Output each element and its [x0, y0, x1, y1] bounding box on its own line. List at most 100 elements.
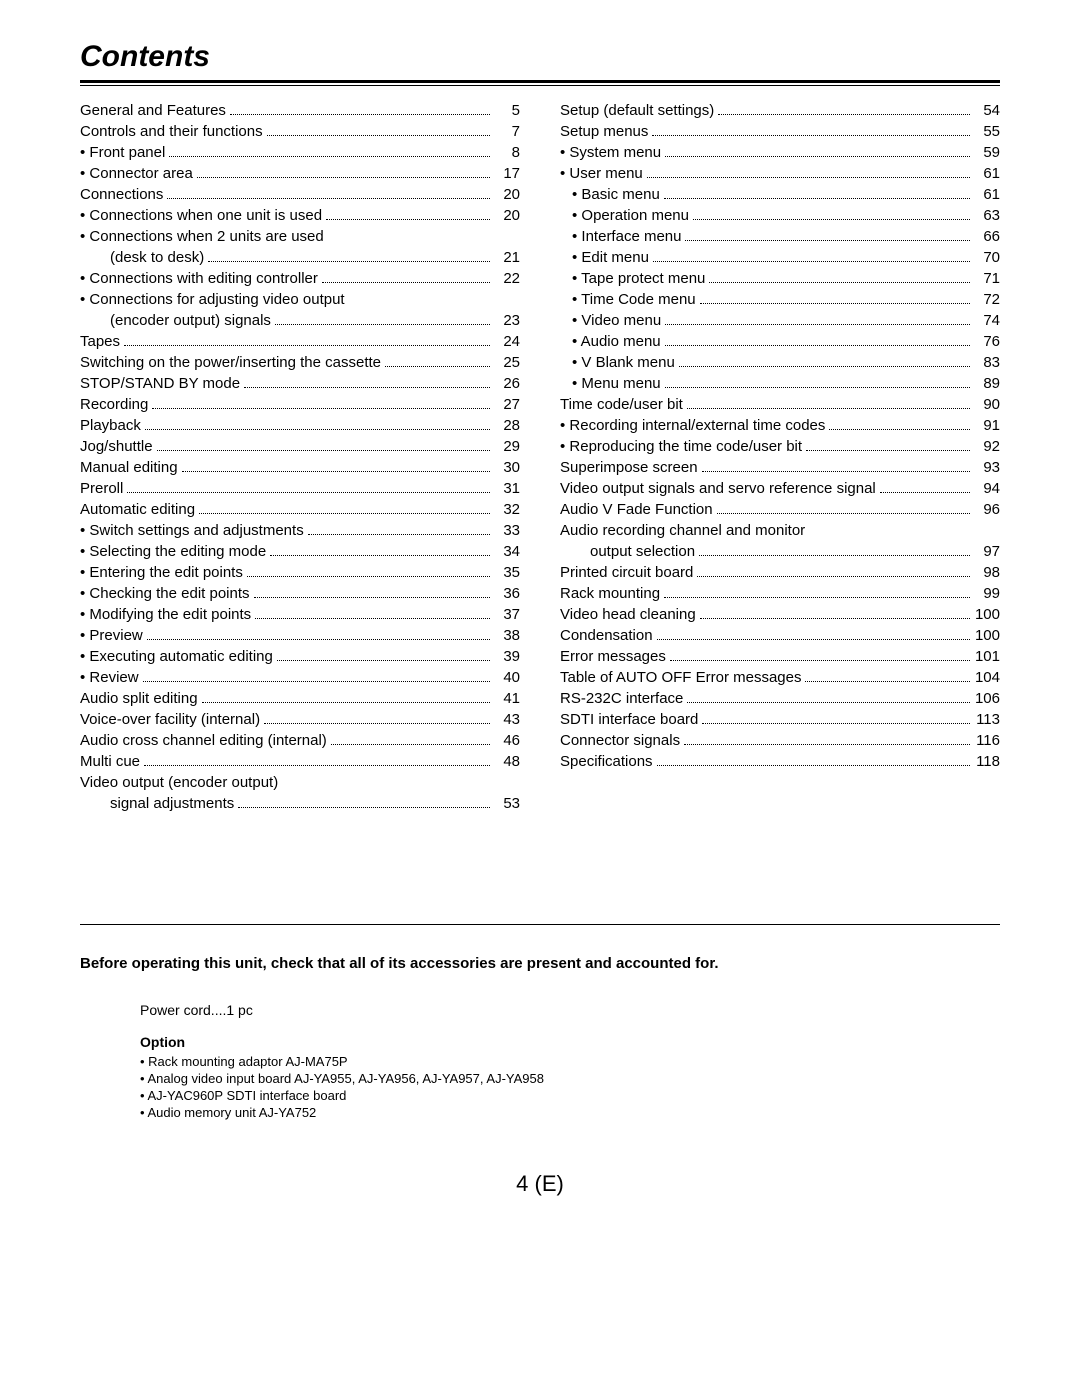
toc-label: • V Blank menu: [572, 352, 675, 373]
toc-entry: Printed circuit board98: [560, 562, 1000, 583]
toc-leader: [653, 261, 970, 262]
toc-label: • Review: [80, 667, 139, 688]
toc-leader: [687, 702, 970, 703]
toc-label: (encoder output) signals: [110, 310, 271, 331]
toc-entry: output selection97: [560, 541, 1000, 562]
toc-page: 63: [974, 205, 1000, 226]
toc-entry: Switching on the power/inserting the cas…: [80, 352, 520, 373]
toc-columns: General and Features5Controls and their …: [80, 100, 1000, 814]
toc-label: • Tape protect menu: [572, 268, 705, 289]
toc-page: 48: [494, 751, 520, 772]
toc-page: 90: [974, 394, 1000, 415]
toc-entry: STOP/STAND BY mode26: [80, 373, 520, 394]
toc-leader: [145, 429, 490, 430]
toc-label: Tapes: [80, 331, 120, 352]
toc-page: 53: [494, 793, 520, 814]
toc-page: 76: [974, 331, 1000, 352]
toc-leader: [182, 471, 490, 472]
toc-entry: Condensation100: [560, 625, 1000, 646]
toc-label: Rack mounting: [560, 583, 660, 604]
toc-page: 70: [974, 247, 1000, 268]
toc-page: 83: [974, 352, 1000, 373]
toc-label: Specifications: [560, 751, 653, 772]
toc-entry: Superimpose screen93: [560, 457, 1000, 478]
toc-label: Manual editing: [80, 457, 178, 478]
toc-page: 96: [974, 499, 1000, 520]
option-list: • Rack mounting adaptor AJ-MA75P • Analog…: [140, 1054, 1000, 1120]
toc-label: • System menu: [560, 142, 661, 163]
toc-leader: [652, 135, 970, 136]
toc-entry: Video head cleaning100: [560, 604, 1000, 625]
toc-leader: [665, 324, 970, 325]
toc-entry: Connections20: [80, 184, 520, 205]
toc-leader: [230, 114, 490, 115]
option-title: Option: [140, 1034, 1000, 1050]
toc-entry: Audio V Fade Function96: [560, 499, 1000, 520]
toc-leader: [244, 387, 490, 388]
toc-page: 36: [494, 583, 520, 604]
toc-entry: Preroll31: [80, 478, 520, 499]
toc-entry: Multi cue 48: [80, 751, 520, 772]
toc-leader: [697, 576, 970, 577]
toc-page: 39: [494, 646, 520, 667]
toc-label: • Operation menu: [572, 205, 689, 226]
toc-label: Multi cue: [80, 751, 140, 772]
toc-label: Automatic editing: [80, 499, 195, 520]
toc-leader: [147, 639, 490, 640]
toc-leader: [254, 597, 490, 598]
toc-entry: • Connections when one unit is used20: [80, 205, 520, 226]
toc-leader: [208, 261, 490, 262]
toc-leader: [199, 513, 490, 514]
toc-leader: [277, 660, 490, 661]
toc-entry: • Audio menu76: [560, 331, 1000, 352]
toc-leader: [202, 702, 490, 703]
toc-label: Audio split editing: [80, 688, 198, 709]
toc-page: 30: [494, 457, 520, 478]
toc-leader: [709, 282, 970, 283]
toc-label: Table of AUTO OFF Error messages: [560, 667, 801, 688]
toc-leader: [264, 723, 490, 724]
title-rule-thick: [80, 80, 1000, 83]
accessories-notice: Before operating this unit, check that a…: [80, 955, 1000, 972]
toc-label: signal adjustments: [110, 793, 234, 814]
toc-leader: [167, 198, 490, 199]
option-item: • AJ-YAC960P SDTI interface board: [140, 1088, 1000, 1103]
toc-page: 27: [494, 394, 520, 415]
toc-leader: [326, 219, 490, 220]
toc-page: 100: [974, 625, 1000, 646]
toc-leader: [322, 282, 490, 283]
toc-page: 17: [494, 163, 520, 184]
toc-page: 40: [494, 667, 520, 688]
toc-entry: Controls and their functions7: [80, 121, 520, 142]
toc-leader: [169, 156, 490, 157]
toc-page: 7: [494, 121, 520, 142]
toc-label: Printed circuit board: [560, 562, 693, 583]
toc-label: • Executing automatic editing: [80, 646, 273, 667]
toc-entry: • Preview38: [80, 625, 520, 646]
toc-leader: [664, 198, 970, 199]
toc-entry: • Basic menu61: [560, 184, 1000, 205]
option-item: • Rack mounting adaptor AJ-MA75P: [140, 1054, 1000, 1069]
toc-label: Audio cross channel editing (internal): [80, 730, 327, 751]
toc-entry: • Operation menu 63: [560, 205, 1000, 226]
toc-entry: • Tape protect menu71: [560, 268, 1000, 289]
toc-page: 21: [494, 247, 520, 268]
toc-entry: (encoder output) signals23: [80, 310, 520, 331]
toc-page: 32: [494, 499, 520, 520]
toc-label: Error messages: [560, 646, 666, 667]
toc-entry: • User menu61: [560, 163, 1000, 184]
toc-leader: [152, 408, 490, 409]
toc-label: Jog/shuttle: [80, 436, 153, 457]
option-item: • Analog video input board AJ-YA955, AJ-…: [140, 1071, 1000, 1086]
toc-label: General and Features: [80, 100, 226, 121]
toc-page: 74: [974, 310, 1000, 331]
toc-leader: [665, 345, 970, 346]
toc-leader: [700, 618, 970, 619]
toc-label: (desk to desk): [110, 247, 204, 268]
toc-entry: • Interface menu66: [560, 226, 1000, 247]
toc-page: 29: [494, 436, 520, 457]
toc-entry: • System menu59: [560, 142, 1000, 163]
toc-leader: [829, 429, 970, 430]
toc-leader: [157, 450, 490, 451]
toc-leader: [679, 366, 970, 367]
